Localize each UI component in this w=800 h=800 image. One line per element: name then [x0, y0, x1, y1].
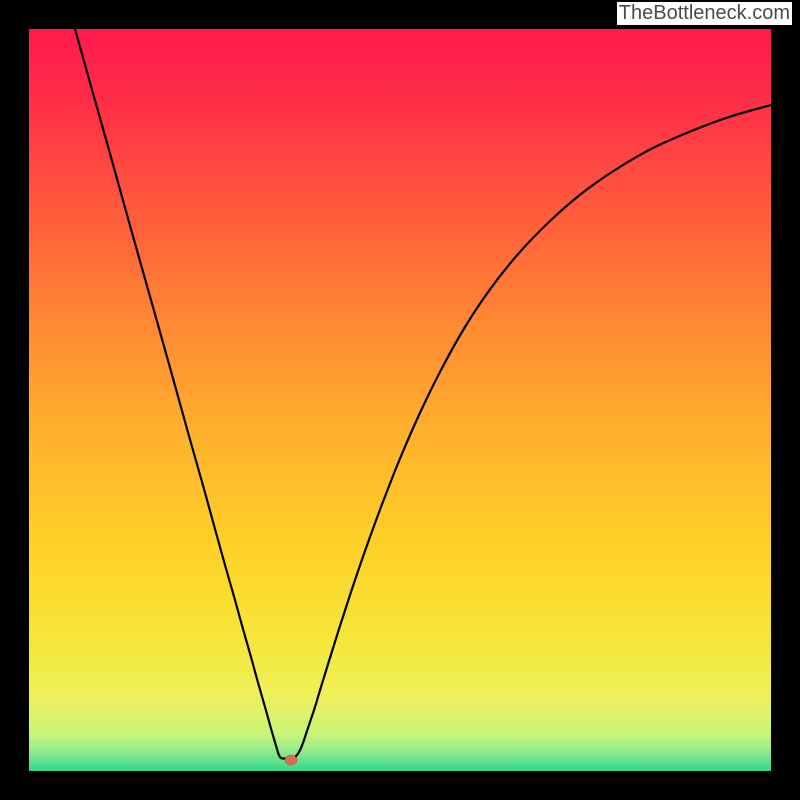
bottleneck-chart: [29, 29, 771, 771]
chart-svg: [29, 29, 771, 771]
watermark-text: TheBottleneck.com: [617, 2, 792, 25]
gradient-background: [29, 29, 771, 771]
optimal-point-marker: [285, 755, 297, 765]
